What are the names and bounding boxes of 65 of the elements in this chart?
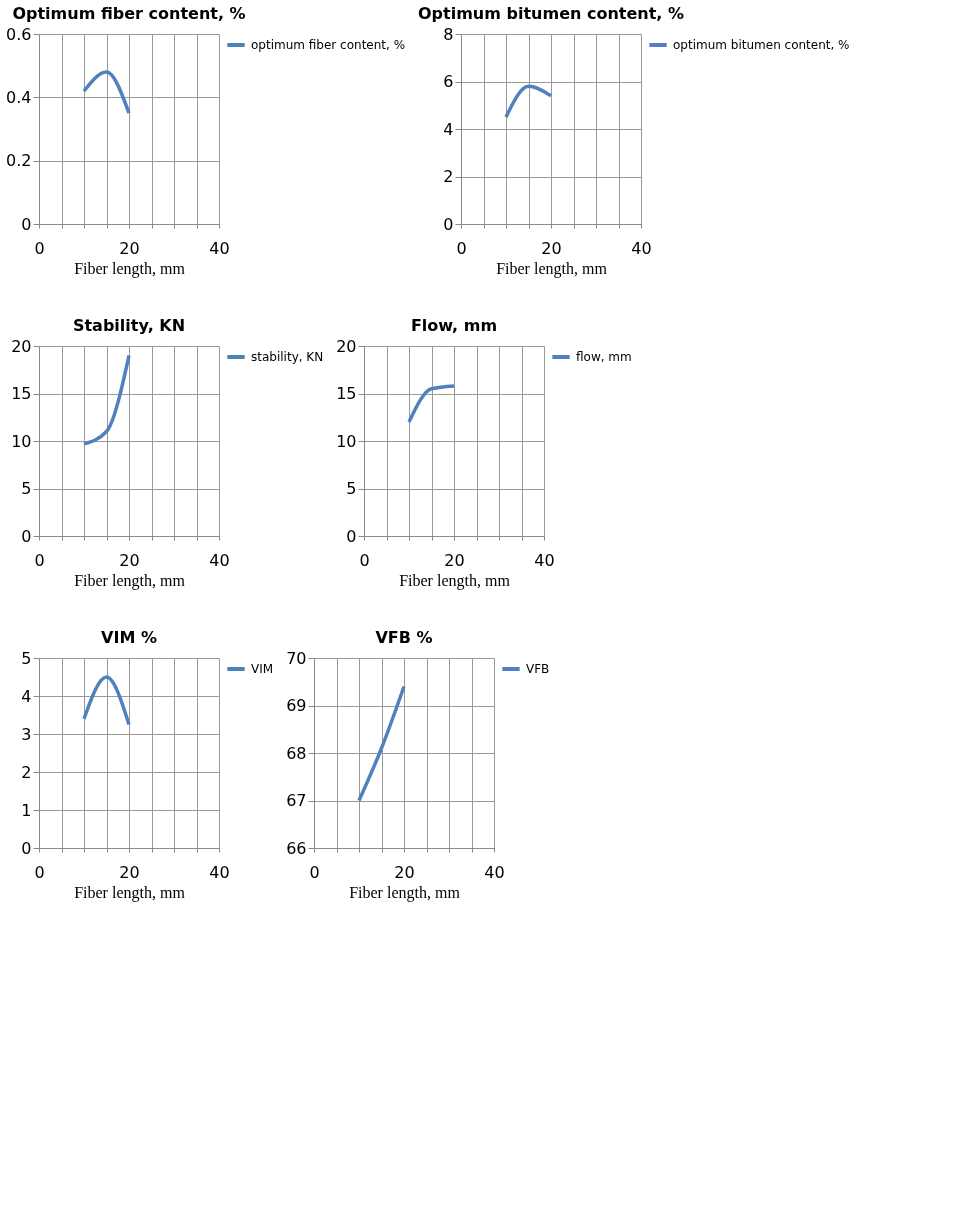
legend-label: stability, KN [251,350,324,364]
x-tick-label: 20 [119,550,140,570]
x-axis-title: Fiber length, mm [74,571,186,590]
x-tick-label: 0 [456,238,467,258]
y-tick-label: 10 [336,431,357,451]
x-tick-label: 40 [484,862,505,882]
y-tick-label: 67 [286,791,307,810]
y-tick-label: 15 [11,384,32,403]
legend-label: optimum fiber content, % [251,38,406,52]
x-axis-title: Fiber length, mm [496,259,608,278]
legend-label: optimum bitumen content, % [673,38,850,52]
y-tick-label: 10 [11,431,32,451]
x-tick-label: 40 [534,550,555,570]
y-tick-label: 66 [286,838,307,858]
x-axis-title: Fiber length, mm [74,883,186,902]
y-tick-label: 1 [21,800,32,820]
y-tick-label: 2 [443,167,454,186]
y-tick-label: 6 [443,72,454,91]
y-tick-label: 70 [286,648,307,668]
y-tick-label: 0.6 [6,24,32,44]
y-tick-label: 68 [286,743,307,763]
y-tick-label: 69 [286,696,307,715]
x-tick-label: 20 [394,862,415,882]
y-tick-label: 0 [21,838,32,858]
y-tick-label: 0.4 [6,87,32,107]
y-tick-label: 2 [21,762,32,782]
y-tick-label: 4 [21,686,32,706]
chart-title: Optimum bitumen content, % [417,4,685,23]
y-tick-label: 0 [21,214,32,234]
y-tick-label: 0 [346,526,357,546]
chart-title: Flow, mm [410,316,498,335]
x-tick-label: 20 [119,238,140,258]
y-tick-label: 5 [21,648,32,668]
y-tick-label: 0 [443,214,454,234]
x-tick-label: 0 [34,238,45,258]
x-axis-title: Fiber length, mm [399,571,511,590]
x-tick-label: 0 [34,862,45,882]
x-axis-title: Fiber length, mm [349,883,461,902]
y-tick-label: 5 [21,479,32,498]
y-tick-label: 5 [346,479,357,498]
legend-label: VFB [526,662,550,676]
x-axis-title: Fiber length, mm [74,259,186,278]
x-tick-label: 0 [34,550,45,570]
x-tick-label: 40 [631,238,652,258]
chart-title: Stability, KN [72,316,186,335]
y-tick-label: 15 [336,384,357,403]
x-tick-label: 40 [209,238,230,258]
x-tick-label: 40 [209,862,230,882]
y-tick-label: 20 [336,336,357,356]
legend-label: flow, mm [576,350,632,364]
x-tick-label: 20 [541,238,562,258]
y-tick-label: 20 [11,336,32,356]
x-tick-label: 0 [359,550,370,570]
y-tick-label: 8 [443,24,454,44]
legend-label: VIM [251,662,274,676]
y-tick-label: 0 [21,526,32,546]
y-tick-label: 4 [443,119,454,139]
y-tick-label: 0.2 [6,151,32,171]
x-tick-label: 40 [209,550,230,570]
chart-title: VIM % [101,628,157,647]
y-tick-label: 3 [21,724,32,744]
chart-title: VFB % [375,628,433,647]
x-tick-label: 20 [119,862,140,882]
chart-title: Optimum fiber content, % [12,4,246,23]
x-tick-label: 0 [309,862,320,882]
